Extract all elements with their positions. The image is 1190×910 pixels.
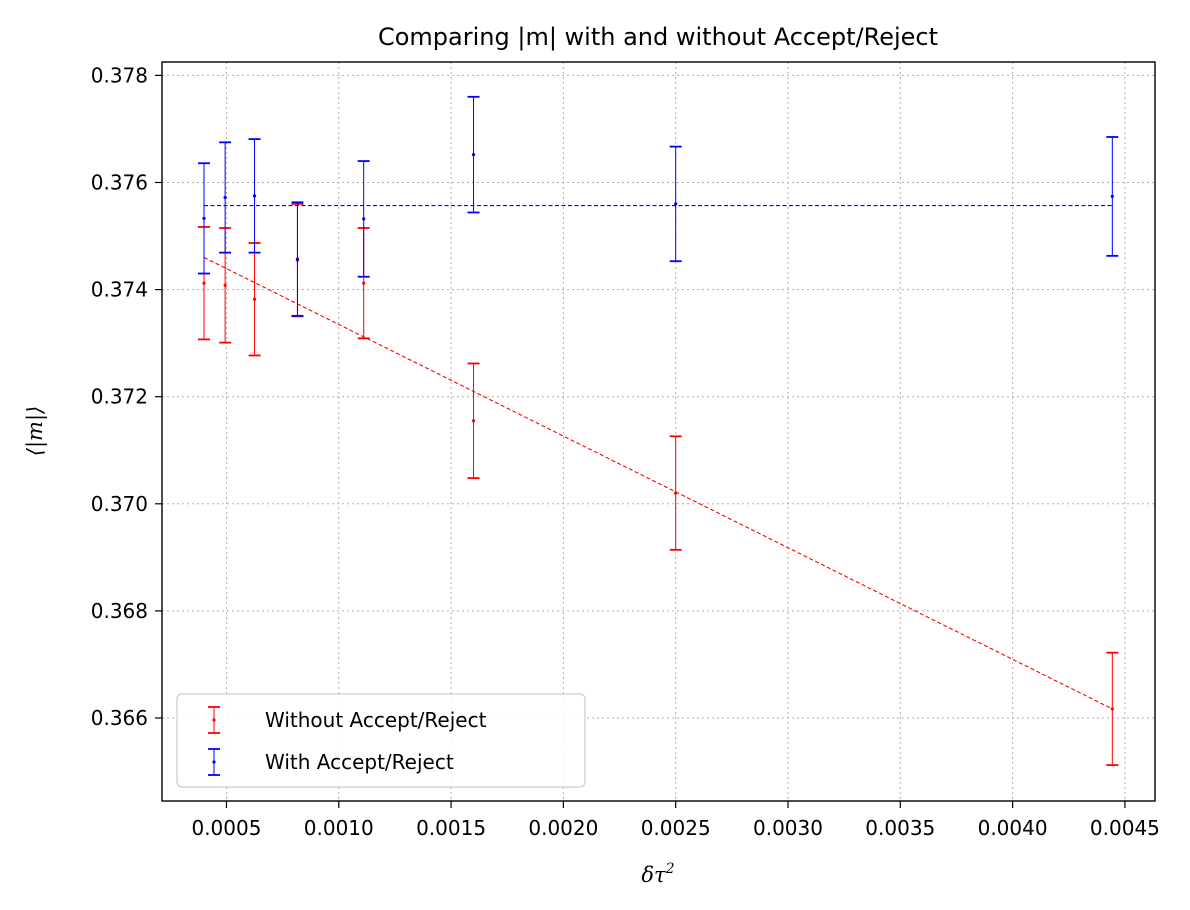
x-axis-label-base: δτ	[641, 863, 666, 887]
x-tick-label: 0.0015	[416, 816, 486, 840]
y-axis-label: ⟨|m|⟩	[23, 406, 48, 456]
chart-title: Comparing |m| with and without Accept/Re…	[378, 23, 938, 51]
legend-label: Without Accept/Reject	[265, 708, 487, 732]
legend-box	[176, 693, 586, 788]
x-axis-label: δτ2	[641, 861, 674, 887]
y-tick-label: 0.368	[91, 599, 148, 623]
fit-lines	[203, 204, 1113, 710]
y-tick-label: 0.370	[91, 492, 148, 516]
legend: Without Accept/Reject With Accept/Reject	[176, 693, 586, 788]
data-point	[252, 297, 257, 301]
y-tick-label: 0.378	[91, 63, 148, 87]
data-point	[295, 257, 300, 261]
y-axis-ticks: 0.366 0.368 0.370 0.372 0.374 0.376 0.378	[91, 63, 162, 730]
x-tick-label: 0.0005	[191, 816, 261, 840]
x-axis-ticks: 0.0005 0.0010 0.0015 0.0020 0.0025 0.0030 0.00…	[191, 801, 1160, 840]
plot-frame	[161, 61, 1156, 802]
data-series	[198, 95, 1119, 767]
legend-marker-point	[212, 718, 216, 722]
x-tick-label: 0.0020	[528, 816, 598, 840]
data-point	[252, 194, 257, 198]
x-tick-label: 0.0035	[865, 816, 935, 840]
data-point	[471, 419, 476, 423]
series-1	[198, 95, 1119, 317]
legend-marker-point	[212, 760, 216, 764]
x-tick-label: 0.0030	[753, 816, 823, 840]
data-point	[674, 491, 678, 495]
x-axis-label-superscript: 2	[665, 861, 675, 877]
x-tick-label: 0.0010	[304, 816, 374, 840]
data-point	[202, 281, 206, 285]
data-point	[362, 281, 366, 285]
data-point	[674, 202, 678, 206]
y-tick-label: 0.374	[91, 278, 148, 302]
legend-label: With Accept/Reject	[265, 750, 454, 774]
data-point	[202, 216, 206, 220]
data-point	[1110, 707, 1114, 711]
y-tick-label: 0.372	[91, 385, 148, 409]
fit-line-series-0	[203, 256, 1113, 710]
y-tick-label: 0.376	[91, 170, 148, 194]
data-point	[362, 217, 366, 221]
x-tick-label: 0.0045	[1090, 816, 1160, 840]
y-tick-label: 0.366	[91, 706, 148, 730]
x-tick-label: 0.0025	[641, 816, 711, 840]
x-tick-label: 0.0040	[978, 816, 1048, 840]
data-point	[471, 153, 476, 157]
data-point	[1110, 194, 1114, 199]
data-point	[223, 195, 227, 200]
data-point	[223, 283, 227, 287]
legend-entries: Without Accept/Reject With Accept/Reject	[208, 706, 487, 776]
